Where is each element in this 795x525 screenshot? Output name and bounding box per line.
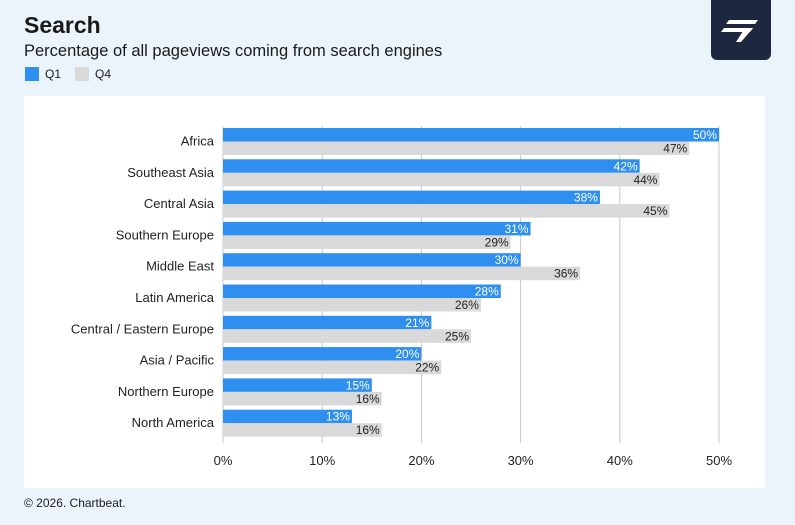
category-label: Central / Eastern Europe	[71, 321, 214, 336]
category-label: Africa	[181, 134, 215, 149]
data-label-q4: 44%	[633, 173, 657, 187]
category-label: Southeast Asia	[127, 165, 214, 180]
category-label: Central Asia	[144, 196, 215, 211]
x-tick-label: 0%	[214, 453, 233, 468]
data-label-q4: 29%	[485, 235, 509, 249]
data-label-q1: 30%	[495, 253, 519, 267]
bar-q1	[223, 128, 719, 142]
legend-swatch-q4	[75, 67, 90, 81]
x-tick-label: 40%	[607, 453, 633, 468]
legend-swatch-q1	[25, 67, 39, 81]
bar-q1	[223, 221, 531, 236]
category-label: Southern Europe	[116, 227, 214, 242]
bar-q4	[223, 172, 660, 187]
bar-q4	[223, 329, 471, 343]
bar-chart: Africa 50% 47% Southeast Asia 42%44% Central …	[71, 126, 732, 468]
bar-q1	[223, 190, 600, 205]
footer-copyright: © 2026. Chartbeat.	[24, 496, 126, 510]
x-tick-label: 20%	[408, 453, 434, 468]
data-label-q4: 45%	[643, 204, 667, 218]
data-label-q4: 25%	[445, 329, 469, 343]
data-label-q4: 16%	[356, 423, 380, 437]
x-tick-label: 30%	[508, 453, 534, 468]
data-label-q1: 28%	[475, 285, 499, 299]
data-label-q1: 42%	[614, 159, 638, 173]
bar-q4	[223, 266, 581, 281]
bar-q4	[223, 204, 670, 218]
data-label-q1: 21%	[405, 316, 429, 330]
bar-q4	[223, 391, 382, 406]
data-label-q1: 13%	[326, 410, 350, 424]
x-tick-label: 10%	[309, 453, 335, 468]
bar-q1	[223, 159, 640, 173]
bar-q1	[223, 284, 501, 298]
bar-q1	[223, 347, 422, 361]
bar-q4	[223, 423, 382, 437]
bar-q1	[223, 378, 372, 392]
data-label-q1: 20%	[395, 347, 419, 361]
data-label-q4: 16%	[356, 392, 380, 406]
category-label: Northern Europe	[118, 384, 214, 399]
x-tick-label: 50%	[706, 453, 732, 468]
legend-label-q1: Q1	[45, 67, 62, 81]
data-label-q1: 31%	[504, 222, 528, 236]
chart-title: Search	[24, 12, 101, 38]
category-label: Asia / Pacific	[140, 353, 215, 368]
data-label-q4: 36%	[554, 267, 578, 281]
legend: Q1 Q4	[25, 67, 125, 81]
bar-q1	[223, 409, 352, 424]
bar-q4	[223, 298, 481, 312]
legend-item-q1: Q1	[25, 67, 61, 81]
data-label-q1: 15%	[346, 378, 370, 392]
data-label-q4: 26%	[455, 298, 479, 312]
bar-q4	[223, 360, 442, 375]
chart-panel: Africa 50% 47% Southeast Asia 42% 44% Central …	[24, 96, 765, 488]
data-label-q4: 22%	[415, 361, 439, 375]
bar-q4	[223, 235, 511, 249]
chartbeat-logo-icon	[711, 0, 771, 60]
data-label-q1: 38%	[574, 191, 598, 205]
bar-q1	[223, 315, 432, 330]
legend-label-q4: Q4	[95, 67, 112, 81]
category-label: Latin America	[135, 290, 215, 305]
data-label-q4: 47%	[663, 142, 687, 156]
category-label: Middle East	[146, 259, 214, 274]
data-label-q1: 50%	[693, 128, 717, 142]
legend-item-q4: Q4	[75, 67, 111, 81]
bar-q4	[223, 141, 690, 155]
bar-q1	[223, 253, 521, 267]
category-label: North America	[132, 415, 215, 430]
chart-subtitle: Percentage of all pageviews coming from …	[24, 42, 443, 60]
